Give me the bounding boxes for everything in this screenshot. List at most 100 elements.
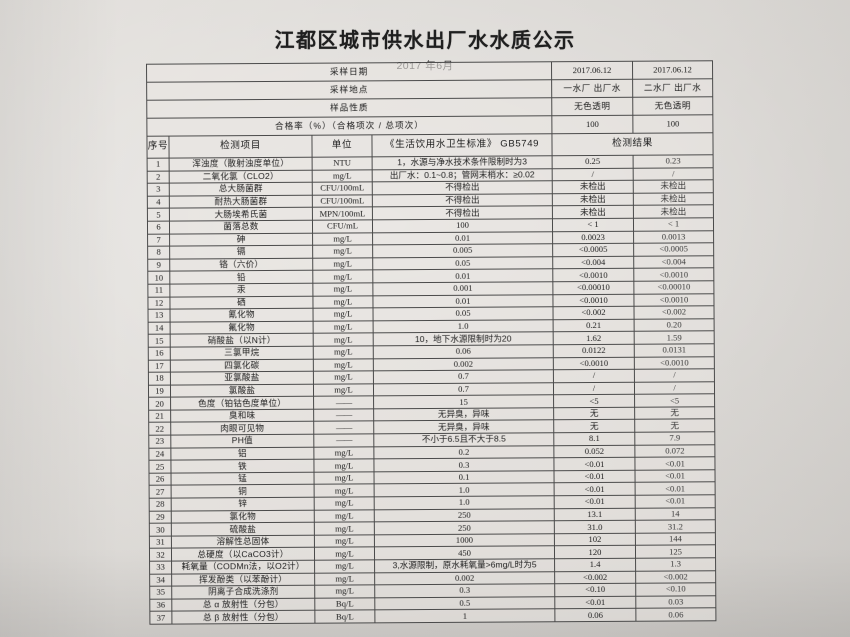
row-result-plant-one: 13.1 [554, 507, 636, 521]
row-item-name: 大肠埃希氏菌 [169, 207, 313, 222]
row-standard-limit: 0.5 [374, 596, 555, 611]
row-standard-limit: 0.05 [373, 306, 554, 321]
row-unit: mg/L [313, 446, 374, 460]
row-result-plant-one: 31.0 [554, 520, 636, 534]
sample-info-value-plant-one: 2017.06.12 [551, 61, 633, 80]
row-standard-limit: 0.06 [373, 344, 554, 359]
row-item-name: 铜 [171, 484, 315, 499]
row-unit: NTU [312, 156, 373, 170]
row-item-name: 耐热大肠菌群 [169, 194, 313, 209]
row-result-plant-one: < 1 [552, 218, 634, 232]
row-unit: mg/L [314, 471, 375, 485]
row-unit: mg/L [314, 496, 375, 510]
row-unit: —— [313, 396, 374, 410]
row-unit: mg/L [314, 522, 375, 536]
row-result-plant-two: <0.01 [634, 457, 716, 471]
row-unit: mg/L [312, 245, 373, 258]
row-result-plant-one: <0.01 [554, 495, 636, 509]
row-index: 22 [148, 422, 171, 436]
sample-info-value-plant-two: 无色透明 [632, 96, 713, 116]
row-item-name: 肉眼可见物 [170, 421, 314, 436]
row-result-plant-two: <0.10 [635, 582, 716, 597]
row-result-plant-one: 8.1 [553, 432, 635, 446]
sample-info-value-plant-one: 100 [551, 115, 633, 134]
row-item-name: 总大肠菌群 [169, 182, 313, 196]
row-unit: mg/L [313, 320, 374, 334]
row-standard-limit: 不得检出 [372, 180, 553, 195]
row-index: 1 [147, 158, 170, 171]
row-result-plant-two: <0.002 [635, 570, 716, 584]
row-unit: mg/L [312, 232, 373, 246]
sample-info-value-plant-one: 一水厂 出厂水 [551, 79, 633, 98]
row-standard-limit: 1000 [374, 533, 555, 548]
row-result-plant-two: <0.0010 [633, 268, 714, 282]
row-standard-limit: 0.01 [372, 269, 553, 283]
row-result-plant-one: 0.06 [554, 608, 636, 622]
row-item-name: 铁 [170, 459, 315, 473]
row-item-name: 镉 [169, 245, 313, 259]
row-index: 4 [147, 195, 170, 209]
row-result-plant-two: 0.072 [634, 444, 715, 458]
row-result-plant-two: 未检出 [633, 179, 714, 194]
row-item-name: 亚氯酸盐 [170, 371, 314, 385]
row-standard-limit: 0.7 [373, 382, 554, 397]
row-index: 15 [148, 334, 171, 348]
row-index: 10 [147, 271, 170, 285]
row-result-plant-two: / [634, 368, 715, 382]
row-result-plant-one: 102 [554, 533, 636, 547]
row-result-plant-one: 1.4 [554, 558, 636, 572]
row-unit: —— [313, 433, 374, 447]
row-standard-limit: 100 [372, 218, 553, 233]
row-standard-limit: 0.005 [372, 243, 553, 258]
row-result-plant-two: 0.03 [635, 595, 716, 609]
row-unit: Bq/L [314, 597, 375, 611]
row-result-plant-two: 1.3 [635, 557, 716, 571]
row-unit: mg/L [314, 547, 375, 561]
row-result-plant-one: <0.0010 [552, 293, 635, 307]
row-item-name: 氰化物 [170, 308, 314, 322]
row-index: 14 [148, 321, 171, 335]
row-result-plant-one: 0.0122 [553, 344, 635, 358]
row-item-name: 总 β 放射性（分包） [171, 610, 315, 625]
row-unit: —— [313, 408, 374, 422]
row-index: 23 [148, 435, 171, 448]
row-result-plant-one: 0.052 [553, 444, 635, 458]
row-unit: mg/L [314, 509, 375, 523]
row-item-name: 铬（六价） [169, 257, 313, 272]
row-index: 33 [149, 561, 172, 574]
water-quality-table: 采样日期 2017.06.12 2017.06.12 采样地点 一水厂 出厂水 二水厂 出… [146, 60, 717, 625]
row-item-name: 锰 [171, 472, 315, 486]
row-result-plant-one: <0.0010 [553, 356, 635, 370]
row-index: 9 [147, 258, 170, 272]
row-result-plant-one: <0.00010 [552, 281, 634, 295]
sample-info-value-plant-one: 无色透明 [551, 97, 633, 116]
row-result-plant-one: 无 [553, 419, 635, 433]
row-result-plant-two: <0.002 [634, 305, 715, 319]
row-item-name: 氯化物 [171, 509, 315, 524]
row-index: 12 [147, 296, 171, 310]
row-result-plant-two: <0.01 [635, 482, 716, 496]
row-result-plant-one: <0.002 [554, 570, 636, 584]
row-result-plant-two: / [633, 167, 714, 181]
row-standard-limit: 1 [374, 609, 555, 623]
row-result-plant-two: 125 [635, 545, 716, 559]
row-result-plant-two: 7.9 [634, 431, 715, 445]
row-item-name: 溶解性总固体 [171, 535, 315, 549]
row-unit: mg/L [313, 358, 374, 372]
sample-info-section: 采样日期 2017.06.12 2017.06.12 采样地点 一水厂 出厂水 二水厂 出… [146, 60, 713, 137]
row-unit: mg/L [314, 534, 375, 548]
row-unit: CFU/100mL [312, 182, 373, 195]
row-index: 25 [148, 460, 172, 474]
row-result-plant-one: / [553, 369, 635, 383]
row-standard-limit: 无异臭，异味 [373, 420, 554, 434]
row-standard-limit: 不得检出 [372, 206, 553, 220]
row-result-plant-two: 0.0013 [633, 230, 714, 244]
row-item-name: 氟化物 [170, 320, 314, 335]
row-unit: Bq/L [314, 610, 375, 624]
row-item-name: 硒 [169, 295, 314, 310]
column-header-item: 检测项目 [168, 135, 313, 159]
sample-info-value-plant-two: 二水厂 出厂水 [632, 78, 713, 98]
row-result-plant-two: < 1 [633, 217, 714, 231]
row-unit: mg/L [313, 459, 375, 473]
row-index: 8 [147, 246, 170, 259]
